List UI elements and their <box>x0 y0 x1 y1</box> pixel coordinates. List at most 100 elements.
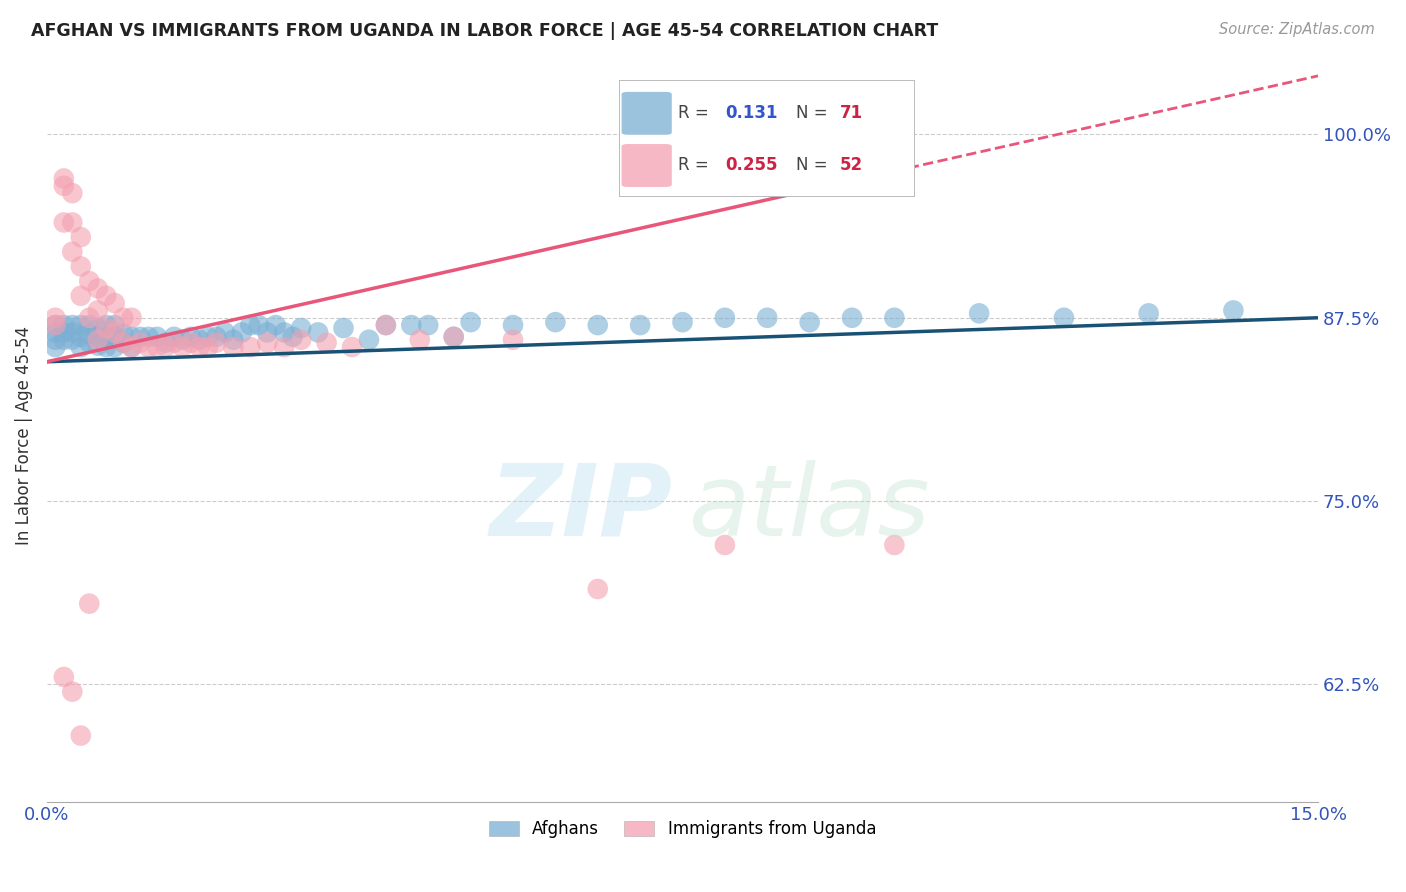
Point <box>315 335 337 350</box>
Point <box>340 340 363 354</box>
Point <box>129 330 152 344</box>
Point <box>290 321 312 335</box>
Point <box>77 597 100 611</box>
Point <box>44 310 66 325</box>
Point <box>129 335 152 350</box>
Point <box>146 340 169 354</box>
Point <box>77 335 100 350</box>
Point <box>188 333 211 347</box>
Point <box>104 326 127 340</box>
Point <box>883 310 905 325</box>
Point <box>460 315 482 329</box>
Point <box>69 330 91 344</box>
FancyBboxPatch shape <box>621 92 672 135</box>
Point <box>60 215 83 229</box>
Point <box>409 333 432 347</box>
Point <box>197 330 219 344</box>
Point <box>172 333 194 347</box>
Point <box>205 330 228 344</box>
Point <box>247 318 270 332</box>
Point <box>60 318 83 332</box>
Text: ZIP: ZIP <box>489 460 672 557</box>
Point <box>799 315 821 329</box>
Text: 0.131: 0.131 <box>725 103 778 121</box>
Point <box>52 670 75 684</box>
Point <box>138 340 160 354</box>
Point <box>69 230 91 244</box>
Point <box>87 303 110 318</box>
Point <box>44 340 66 354</box>
Point <box>60 333 83 347</box>
Point <box>239 318 262 332</box>
Point <box>87 338 110 352</box>
Point <box>222 340 245 354</box>
Point <box>44 318 66 332</box>
Point <box>332 321 354 335</box>
Point <box>180 330 202 344</box>
Point <box>104 296 127 310</box>
Point <box>374 318 396 332</box>
Point <box>188 340 211 354</box>
Point <box>401 318 423 332</box>
Point <box>671 315 693 329</box>
Point <box>586 582 609 596</box>
Point <box>52 326 75 340</box>
Point <box>77 326 100 341</box>
Point <box>60 244 83 259</box>
Point <box>96 340 118 354</box>
Point <box>197 340 219 354</box>
Point <box>273 340 295 354</box>
Point <box>1137 306 1160 320</box>
Point <box>52 333 75 347</box>
Point <box>205 335 228 350</box>
Point <box>443 330 465 344</box>
Point <box>52 171 75 186</box>
Point <box>112 335 135 350</box>
Point <box>155 340 177 354</box>
FancyBboxPatch shape <box>621 144 672 187</box>
Point <box>756 310 779 325</box>
Point <box>222 333 245 347</box>
Point <box>1222 303 1244 318</box>
Text: AFGHAN VS IMMIGRANTS FROM UGANDA IN LABOR FORCE | AGE 45-54 CORRELATION CHART: AFGHAN VS IMMIGRANTS FROM UGANDA IN LABO… <box>31 22 938 40</box>
Point <box>52 215 75 229</box>
Point <box>121 330 143 344</box>
Point <box>87 321 110 335</box>
Point <box>77 310 100 325</box>
Point <box>374 318 396 332</box>
Point <box>180 335 202 350</box>
Point <box>69 318 91 332</box>
Text: 71: 71 <box>841 103 863 121</box>
Text: N =: N = <box>796 103 827 121</box>
Point <box>264 318 287 332</box>
Point <box>628 318 651 332</box>
Point <box>60 684 83 698</box>
Text: R =: R = <box>678 103 709 121</box>
Point <box>112 310 135 325</box>
Point <box>357 333 380 347</box>
Text: 0.255: 0.255 <box>725 156 778 174</box>
Point <box>172 340 194 354</box>
Y-axis label: In Labor Force | Age 45-54: In Labor Force | Age 45-54 <box>15 326 32 544</box>
Text: 52: 52 <box>841 156 863 174</box>
Point <box>121 340 143 354</box>
Point <box>967 306 990 320</box>
Point <box>155 335 177 350</box>
Point <box>87 333 110 347</box>
Point <box>104 318 127 332</box>
Point <box>586 318 609 332</box>
Point <box>60 186 83 201</box>
Point <box>44 318 66 332</box>
Point <box>104 340 127 354</box>
Point <box>52 318 75 332</box>
Point <box>290 333 312 347</box>
Text: N =: N = <box>796 156 827 174</box>
Legend: Afghans, Immigrants from Uganda: Afghans, Immigrants from Uganda <box>482 814 883 845</box>
Point <box>96 318 118 332</box>
Point <box>44 326 66 340</box>
Point <box>281 330 304 344</box>
Point <box>104 330 127 344</box>
Point <box>307 326 329 340</box>
Point <box>418 318 440 332</box>
Point <box>714 538 737 552</box>
